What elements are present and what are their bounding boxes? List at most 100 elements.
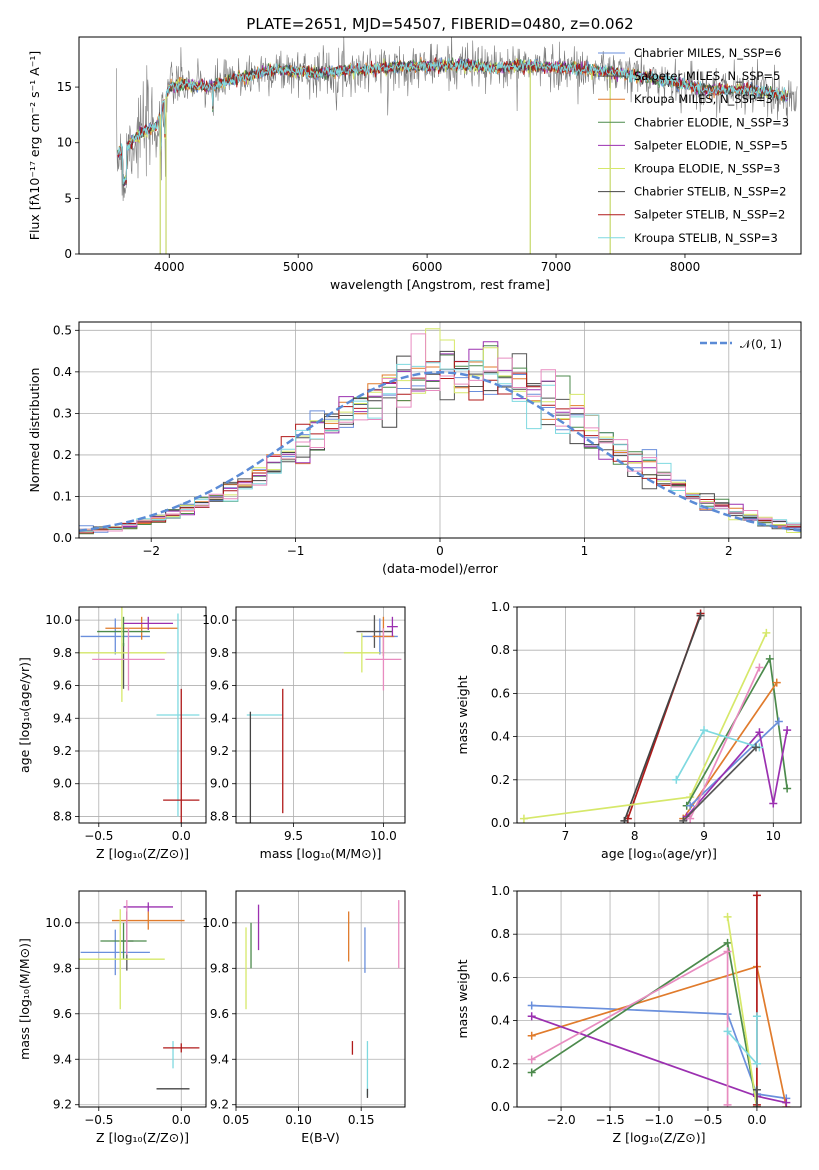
plot-area-spectrum — [116, 37, 798, 254]
x-tick-label: 10 — [766, 829, 781, 843]
errorbar-point — [123, 616, 174, 630]
y-tick-label: 10.0 — [202, 613, 229, 627]
errorbar-point — [100, 922, 147, 960]
plot-area-age_Z — [79, 607, 200, 823]
axes-frame — [516, 890, 802, 1108]
errorbar-point — [105, 616, 178, 640]
plot-area-mass_ebv — [245, 900, 400, 1098]
weight-point-marker — [679, 816, 688, 823]
x-tick-label: 2 — [725, 544, 733, 558]
weight-point-marker — [755, 663, 764, 672]
y-tick-label: 0.5 — [53, 323, 72, 337]
y-tick-label: 10 — [57, 136, 72, 150]
weight-series-line — [523, 632, 768, 820]
plot-area-age_mass — [246, 615, 402, 823]
y-tick-label: 0.2 — [491, 1057, 510, 1071]
weight-point-marker — [783, 784, 792, 793]
y-axis-label: mass weight — [455, 675, 470, 754]
legend-entry: Chabrier ELODIE, N_SSP=3 — [634, 115, 789, 129]
x-tick-label: 0.10 — [285, 1113, 312, 1127]
model-spectrum-line — [117, 57, 788, 185]
y-tick-label: 0.4 — [491, 730, 510, 744]
x-tick-label: −1.5 — [595, 1113, 624, 1127]
weight-series-line — [686, 729, 788, 818]
y-tick-label: 9.4 — [210, 1052, 229, 1066]
y-tick-label: 10.0 — [45, 916, 72, 930]
y-tick-label: 0.2 — [491, 773, 510, 787]
x-tick-label: −2.0 — [546, 1113, 575, 1127]
weight-point-marker — [696, 611, 705, 620]
y-tick-label: 9.6 — [53, 1007, 72, 1021]
x-axis-label: age [log₁₀(age/yr)] — [601, 846, 717, 861]
y-tick-label: 0 — [64, 247, 72, 261]
plot-area-mass_Z — [79, 900, 200, 1090]
spectrum-legend: Chabrier MILES, N_SSP=6 Salpeter MILES, N… — [598, 46, 789, 245]
x-axis-label: E(B-V) — [301, 1130, 340, 1145]
weight-point-marker — [752, 891, 761, 900]
errorbar-point — [97, 616, 150, 647]
weight-point-marker — [519, 814, 528, 823]
x-axis-label: wavelength [Angstrom, rest frame] — [330, 277, 550, 292]
weight-point-marker — [700, 726, 709, 735]
y-tick-label: 9.2 — [53, 744, 72, 758]
y-tick-label: 0.0 — [491, 816, 510, 830]
x-tick-label: 0 — [436, 544, 444, 558]
legend-entry: Kroupa MILES, N_SSP=3 — [634, 92, 773, 106]
x-tick-label: 9.5 — [284, 829, 303, 843]
y-tick-label: 9.8 — [210, 961, 229, 975]
weight-point-marker — [774, 717, 783, 726]
x-tick-label: 0.15 — [348, 1113, 375, 1127]
weight-point-marker — [723, 1100, 732, 1107]
x-tick-label: 4000 — [154, 260, 185, 274]
errorbar-point — [163, 1043, 200, 1053]
legend-entry: Chabrier MILES, N_SSP=6 — [634, 46, 781, 60]
y-tick-label: 1.0 — [491, 600, 510, 614]
y-tick-label: 9.6 — [210, 679, 229, 693]
weight-point-marker — [752, 1085, 761, 1094]
y-tick-label: 0.4 — [53, 365, 72, 379]
y-tick-label: 9.8 — [53, 961, 72, 975]
y-tick-label: 9.4 — [210, 711, 229, 725]
axes-frame — [235, 890, 406, 1108]
x-axis-label: Z [log₁₀(Z/Z⊙)] — [96, 846, 189, 861]
x-tick-label: 0.0 — [172, 829, 191, 843]
x-tick-label: 0.0 — [172, 1113, 191, 1127]
y-tick-label: 9.6 — [53, 679, 72, 693]
weight-point-marker — [686, 801, 695, 810]
errorbar-point — [79, 909, 165, 1010]
y-tick-label: 9.0 — [53, 777, 72, 791]
legend-entry: 𝒩(0, 1) — [740, 337, 782, 351]
y-tick-label: 0.0 — [491, 1100, 510, 1114]
weight-series-line — [689, 720, 780, 807]
errorbar-point — [80, 929, 150, 976]
y-tick-label: 5 — [64, 191, 72, 205]
errorbar-point — [343, 633, 380, 673]
y-tick-label: 1.0 — [491, 884, 510, 898]
y-tick-label: 9.2 — [210, 1098, 229, 1112]
weight-point-marker — [620, 816, 629, 823]
x-tick-label: −0.5 — [84, 829, 113, 843]
residual-histogram-step — [79, 361, 801, 534]
weight-point-marker — [723, 947, 732, 956]
x-tick-label: 9 — [700, 829, 708, 843]
x-tick-label: 10.0 — [370, 829, 397, 843]
y-axis-label: Flux [fλ10⁻¹⁷ erg cm⁻² s⁻¹ A⁻¹] — [27, 51, 42, 240]
weight-series-line — [623, 615, 702, 822]
x-axis-label: mass [log₁₀(M/M⊙)] — [260, 846, 382, 861]
axes-frame — [78, 890, 207, 1108]
axes-frame — [78, 321, 802, 539]
x-tick-label: 1 — [581, 544, 589, 558]
y-tick-label: 0.4 — [491, 1014, 510, 1028]
weight-point-marker — [527, 1001, 536, 1010]
weight-point-marker — [723, 938, 732, 947]
weight-point-marker — [752, 1012, 761, 1021]
weight-series-line — [682, 682, 778, 820]
y-tick-label: 8.8 — [210, 809, 229, 823]
errorbar-point — [156, 613, 200, 817]
errorbar-point — [163, 688, 200, 823]
axes-frame — [78, 36, 802, 255]
x-tick-label: −1.0 — [644, 1113, 673, 1127]
weight-point-marker — [527, 1012, 536, 1021]
axes-frame — [235, 606, 406, 824]
